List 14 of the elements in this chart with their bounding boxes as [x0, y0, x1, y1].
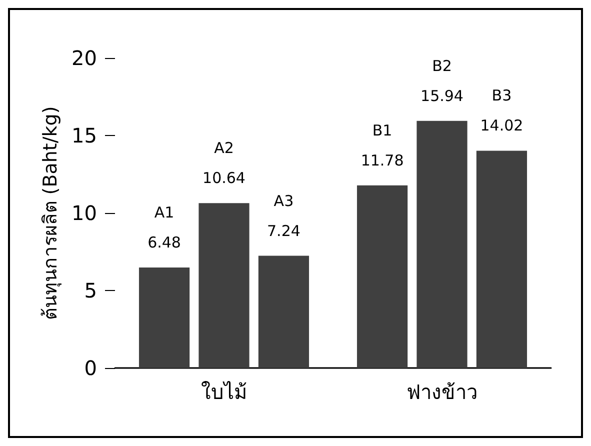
x-tick-label: ใบไม้: [201, 380, 247, 404]
data-label: A1 6.48: [148, 204, 181, 252]
data-label: B2 15.94: [420, 56, 464, 105]
x-tick-label: ฟางข้าว: [406, 380, 478, 404]
y-tick-label: 15: [72, 124, 97, 148]
y-tick-label: 0: [84, 356, 97, 380]
data-label: A2 10.64: [202, 139, 246, 188]
y-tick-label: 5: [84, 278, 97, 302]
y-tick-label: 20: [72, 46, 97, 70]
y-axis-title: ต้นทุนการผลิต (Baht/kg): [40, 106, 62, 320]
data-label: A3 7.24: [267, 192, 300, 240]
y-tick-label: 10: [72, 201, 97, 225]
data-label: B3 14.02: [480, 86, 524, 135]
data-label: B1 11.78: [360, 121, 404, 170]
